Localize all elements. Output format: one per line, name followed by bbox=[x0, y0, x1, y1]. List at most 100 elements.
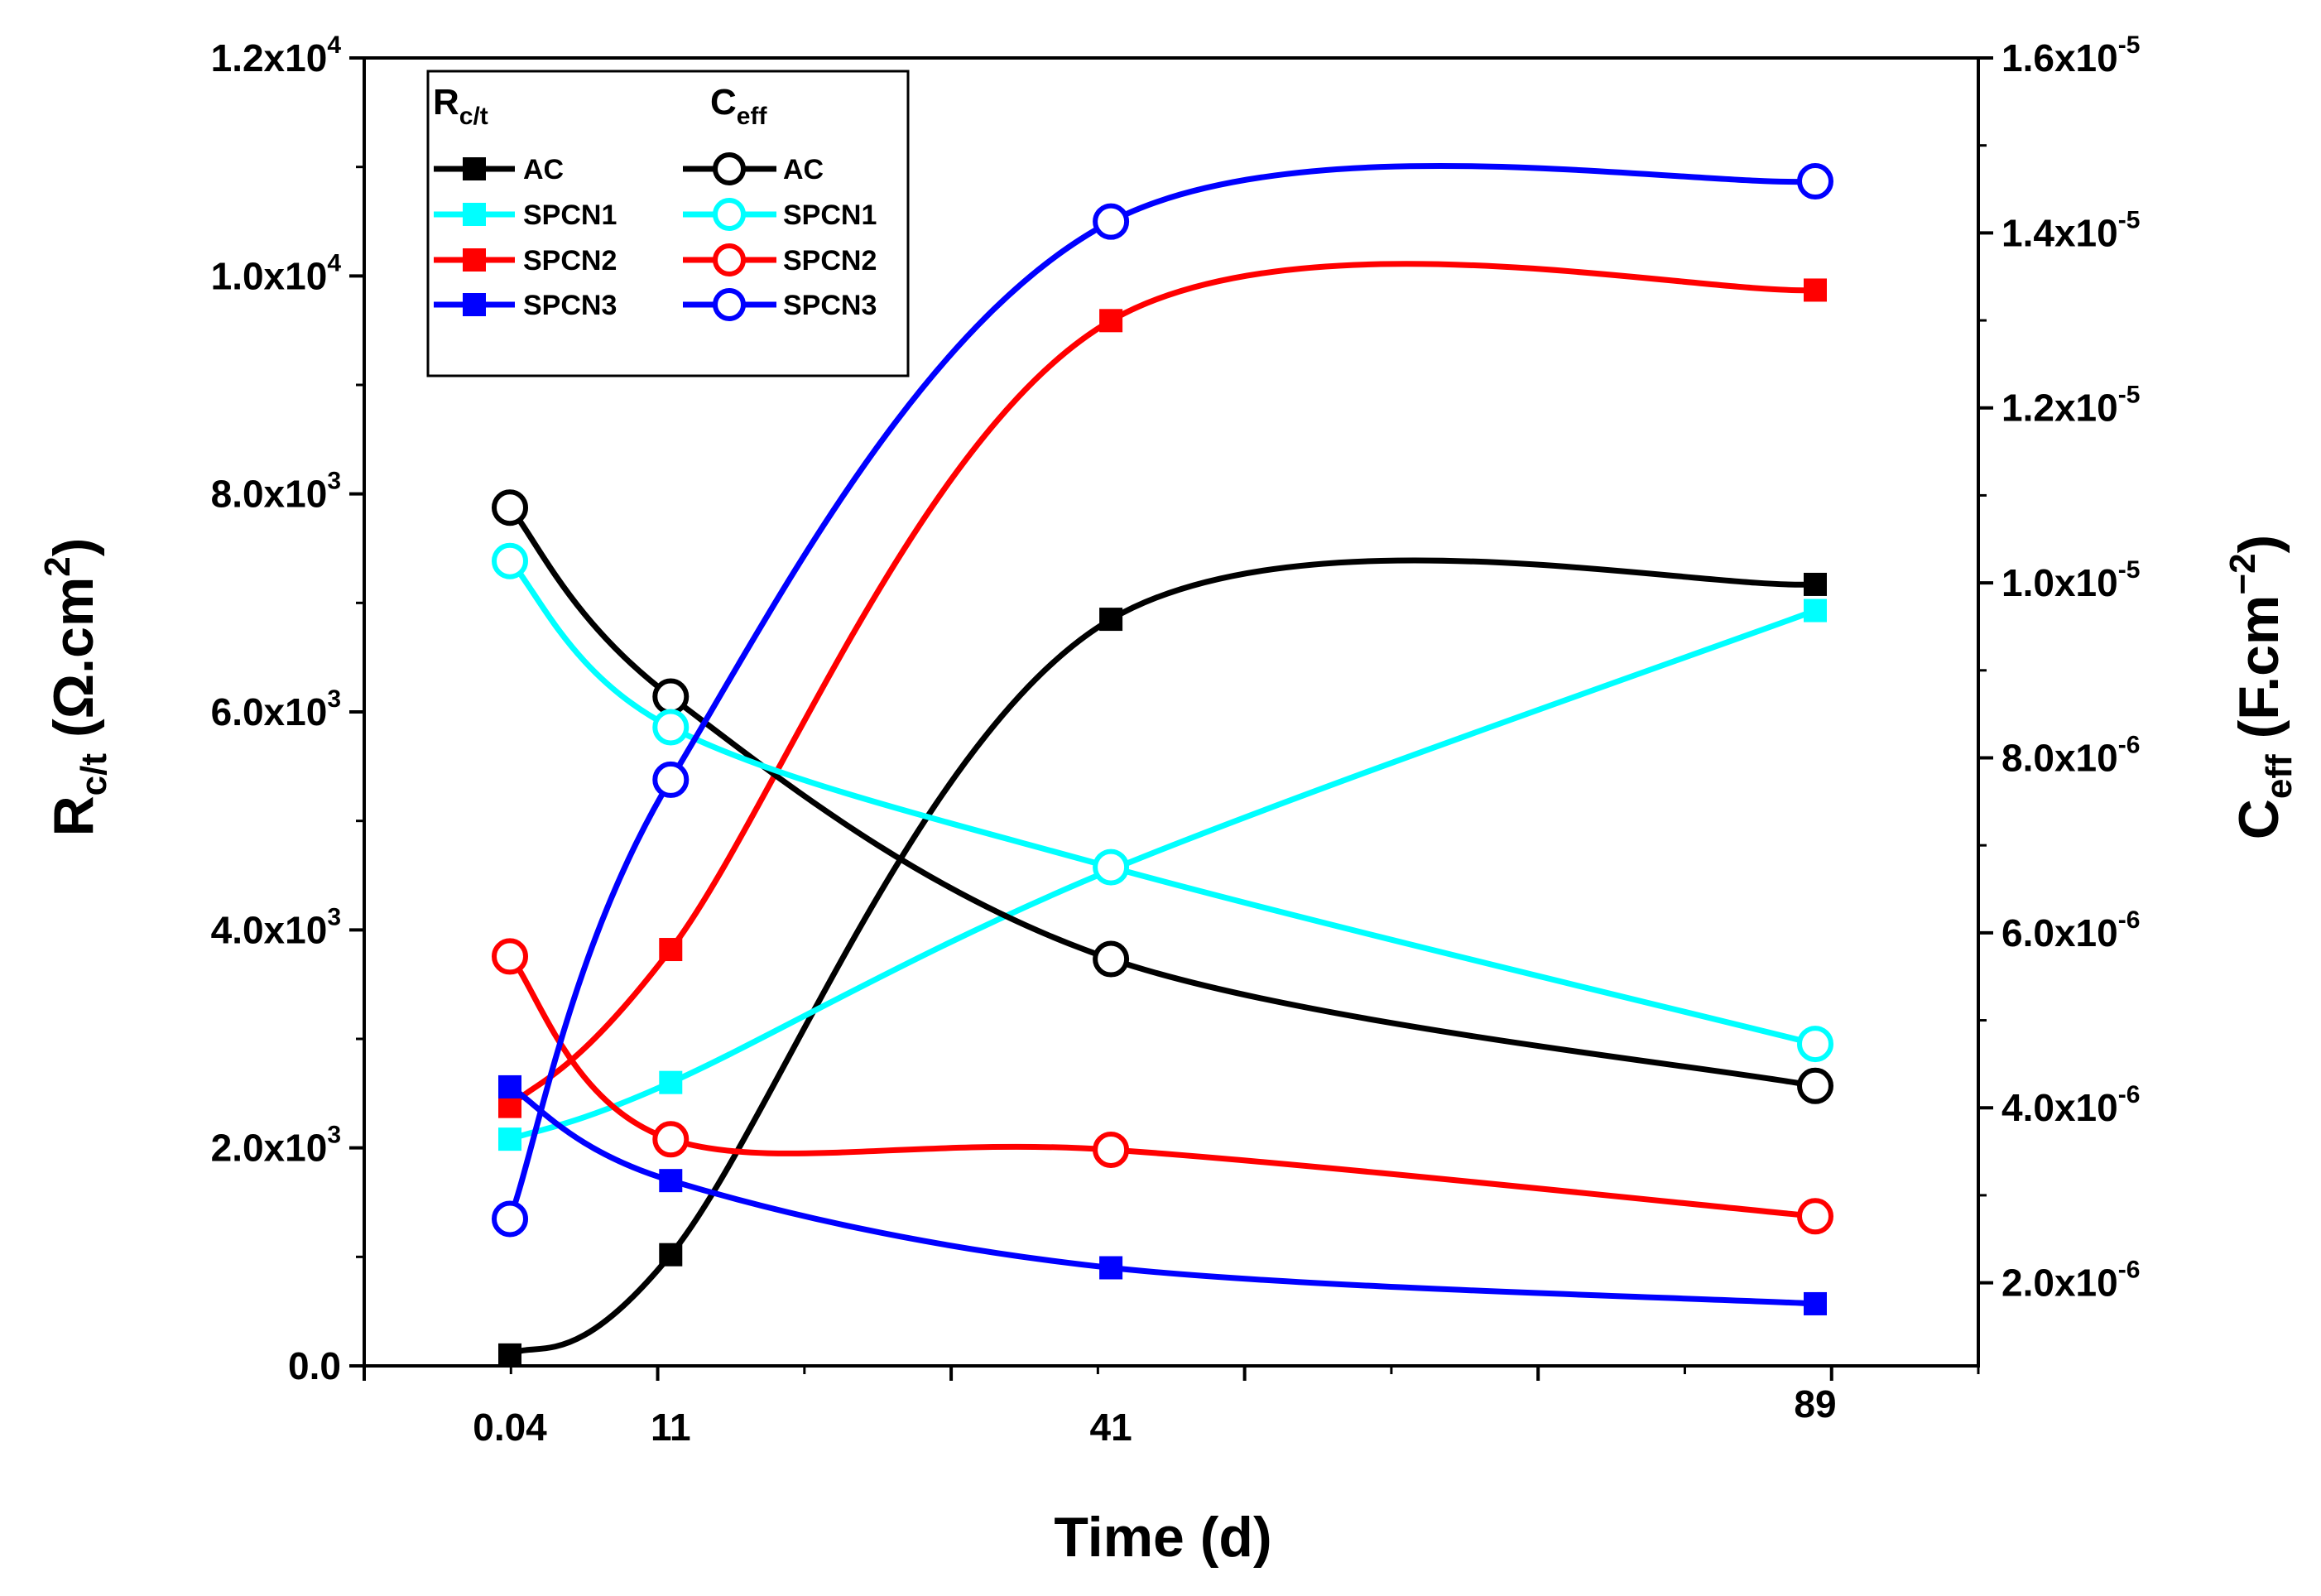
right-tick-mantissa: 1.0x10 bbox=[2001, 561, 2118, 604]
left-tick-label: 2.0x103 bbox=[211, 1122, 341, 1170]
ceff-spcn1-point bbox=[652, 709, 690, 746]
right-tick-exponent: -6 bbox=[2118, 1257, 2141, 1284]
right-tick-mantissa: 1.4x10 bbox=[2001, 211, 2118, 254]
rct-ac-point bbox=[1099, 608, 1123, 632]
left-tick-mantissa: 6.0x10 bbox=[211, 690, 328, 733]
legend-rct-spcn3-marker bbox=[463, 293, 486, 316]
ceff-ac-point bbox=[652, 678, 690, 715]
left-tick-exponent: 4 bbox=[327, 31, 341, 59]
ceff-ac-point bbox=[1093, 940, 1130, 978]
right-tick-exponent: -5 bbox=[2118, 31, 2141, 59]
left-tick-label: 1.0x104 bbox=[211, 249, 342, 297]
rct-ac-line bbox=[507, 557, 1819, 1358]
left-tick-mantissa: 4.0x10 bbox=[211, 908, 328, 951]
x-tick-label: 41 bbox=[1090, 1406, 1132, 1449]
legend-rct-spcn2-label: SPCN2 bbox=[523, 245, 617, 276]
rct-spcn3-line bbox=[507, 1084, 1819, 1307]
x-axis-title: Time (d) bbox=[1054, 1506, 1271, 1569]
right-tick-mantissa: 2.0x10 bbox=[2001, 1262, 2118, 1305]
right-tick-label: 1.0x10-5 bbox=[2001, 556, 2140, 604]
right-tick-exponent: -6 bbox=[2118, 1081, 2141, 1108]
rct-ac-point bbox=[498, 1343, 521, 1367]
ceff-spcn2-point bbox=[492, 938, 528, 975]
legend-box bbox=[426, 70, 910, 377]
left-tick-exponent: 3 bbox=[327, 1122, 341, 1149]
rct-spcn3-point bbox=[498, 1074, 521, 1098]
left-tick-mantissa: 2.0x10 bbox=[211, 1127, 328, 1170]
ceff-spcn1-point bbox=[492, 542, 528, 579]
rct-spcn1-point bbox=[1804, 598, 1827, 623]
left-axis-title-main: R bbox=[42, 796, 105, 836]
right-tick-label: 1.2x10-5 bbox=[2001, 382, 2140, 430]
rct-spcn2-point bbox=[1099, 309, 1123, 333]
right-tick-mantissa: 4.0x10 bbox=[2001, 1086, 2118, 1129]
right-axis-title-unit: (F.cm bbox=[2227, 595, 2290, 755]
right-tick-label: 1.4x10-5 bbox=[2001, 206, 2140, 254]
left-tick-label: 4.0x103 bbox=[211, 903, 341, 951]
rct-ac-point bbox=[1804, 572, 1827, 596]
right-axis-title: Ceff (F.cm−2) bbox=[2222, 535, 2299, 839]
axis-ticks: 0.02.0x1034.0x1036.0x1038.0x1031.0x1041.… bbox=[211, 31, 2141, 1449]
legend-rct-spcn2-marker bbox=[463, 248, 486, 272]
right-tick-label: 1.6x10-5 bbox=[2001, 31, 2140, 79]
left-tick-mantissa: 8.0x10 bbox=[211, 473, 328, 516]
rct-spcn3-point bbox=[1804, 1291, 1827, 1315]
x-tick-label: 89 bbox=[1794, 1382, 1836, 1425]
right-tick-exponent: -5 bbox=[2118, 556, 2141, 584]
ceff-ac-point bbox=[492, 489, 528, 526]
legend-header-ceff-sub: eff bbox=[737, 103, 768, 130]
left-tick-exponent: 3 bbox=[327, 468, 341, 495]
ceff-ac-point bbox=[1797, 1067, 1833, 1104]
right-tick-exponent: -5 bbox=[2118, 206, 2141, 233]
rct-spcn1-point bbox=[498, 1127, 521, 1151]
legend-header-ceff: Ceff bbox=[710, 82, 767, 130]
ceff-spcn3-line bbox=[507, 162, 1819, 1222]
right-tick-mantissa: 6.0x10 bbox=[2001, 911, 2118, 954]
ceff-spcn3-point bbox=[652, 761, 690, 798]
rct-spcn1-point bbox=[659, 1070, 683, 1094]
ceff-spcn3-point bbox=[1093, 203, 1130, 240]
left-tick-exponent: 4 bbox=[327, 249, 341, 276]
right-tick-mantissa: 1.6x10 bbox=[2001, 36, 2118, 79]
legend-ceff-spcn3-marker bbox=[713, 288, 746, 321]
x-tick-label: 0.04 bbox=[473, 1406, 547, 1449]
left-axis-title: Rc/t (Ω.cm2) bbox=[37, 538, 114, 837]
ceff-spcn2-point bbox=[1797, 1198, 1833, 1235]
legend-header-rct: Rc/t bbox=[433, 82, 488, 130]
left-tick-mantissa: 0.0 bbox=[288, 1344, 341, 1387]
right-tick-label: 2.0x10-6 bbox=[2001, 1257, 2140, 1305]
x-tick-label: 11 bbox=[651, 1406, 691, 1449]
ceff-spcn1-point bbox=[1797, 1026, 1833, 1063]
left-tick-exponent: 3 bbox=[327, 685, 341, 713]
legend-rct-spcn1-label: SPCN1 bbox=[523, 200, 617, 231]
right-axis-title-main: C bbox=[2227, 799, 2290, 839]
ceff-spcn2-line bbox=[507, 953, 1819, 1219]
left-tick-label: 1.2x104 bbox=[211, 31, 342, 79]
ceff-spcn1-point bbox=[1093, 848, 1130, 886]
left-tick-label: 0.0 bbox=[288, 1344, 341, 1387]
right-tick-mantissa: 1.2x10 bbox=[2001, 387, 2118, 430]
ceff-spcn3-point bbox=[492, 1200, 528, 1238]
left-tick-exponent: 3 bbox=[327, 903, 341, 930]
ceff-ac-line bbox=[507, 504, 1819, 1089]
rct-spcn3-point bbox=[659, 1169, 683, 1193]
right-axis-title-sup: −2 bbox=[2222, 553, 2263, 594]
right-tick-exponent: -6 bbox=[2118, 906, 2141, 934]
ceff-spcn2-point bbox=[1093, 1131, 1130, 1168]
legend-ceff-spcn1-marker bbox=[713, 198, 746, 231]
right-tick-exponent: -5 bbox=[2118, 382, 2141, 409]
rct-spcn2-line bbox=[507, 261, 1819, 1110]
left-axis-title-unit: (Ω.cm bbox=[42, 577, 105, 753]
series-markers bbox=[492, 163, 1833, 1367]
ceff-spcn2-point bbox=[652, 1121, 690, 1158]
legend-rct-spcn1-marker bbox=[463, 203, 486, 226]
legend-ceff-spcn2-marker bbox=[713, 243, 746, 276]
series-curves bbox=[507, 162, 1819, 1358]
left-axis-title-sub: c/t bbox=[74, 753, 114, 796]
rct-spcn2-point bbox=[498, 1094, 521, 1118]
right-axis-title-close: ) bbox=[2227, 535, 2290, 554]
left-axis-title-sup: 2 bbox=[37, 556, 78, 576]
legend-header-rct-sub: c/t bbox=[459, 103, 488, 130]
legend-ceff-spcn3-label: SPCN3 bbox=[783, 290, 877, 321]
